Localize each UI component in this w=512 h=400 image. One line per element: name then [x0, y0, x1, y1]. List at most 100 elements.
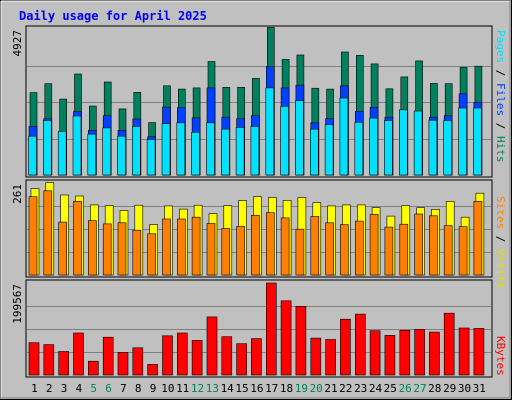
x-axis-label-day-17: 17 — [265, 382, 278, 395]
kbytes-bar-day-15 — [236, 343, 247, 376]
sites-bar-day-1 — [28, 196, 38, 276]
pages-bar-day-13 — [206, 122, 215, 176]
visits-panel-legend: Sites / Visits — [494, 196, 507, 289]
pages-bar-day-8 — [132, 126, 141, 176]
pages-bar-day-6 — [102, 127, 111, 176]
kbytes-bar-day-22 — [340, 318, 351, 376]
x-axis-label-day-30: 30 — [458, 382, 471, 395]
sites-bar-day-4 — [73, 201, 82, 276]
sites-bar-day-15 — [236, 226, 245, 276]
kbytes-bar-day-27 — [414, 329, 425, 376]
sites-bar-day-16 — [251, 215, 260, 276]
x-axis-label-day-10: 10 — [161, 382, 174, 395]
pages-bar-day-21 — [324, 124, 334, 176]
sites-bar-day-19 — [295, 228, 305, 276]
sites-bar-day-25 — [384, 226, 394, 276]
x-axis-label-day-3: 3 — [61, 382, 68, 395]
x-axis-label-day-12: 12 — [191, 382, 204, 395]
pages-bar-day-2 — [42, 120, 52, 176]
pages-bar-day-24 — [369, 117, 378, 176]
x-axis-label-day-20: 20 — [310, 382, 323, 395]
x-axis-label-day-11: 11 — [176, 382, 189, 395]
kbytes-bar-day-26 — [399, 329, 411, 376]
pages-bar-day-19 — [295, 100, 304, 176]
pages-bar-day-14 — [221, 128, 230, 176]
legend-kbytes: KBytes — [494, 336, 507, 376]
x-axis-label-day-16: 16 — [250, 382, 263, 395]
legend-files: Files — [494, 83, 507, 116]
x-axis-label-day-28: 28 — [428, 382, 441, 395]
kbytes-bar-day-18 — [280, 300, 292, 376]
x-axis-label-day-2: 2 — [46, 382, 53, 395]
x-axis-day-labels: 1 2 3 4 5 6 7 8 9 10 11 12 13 14 15 16 17 18 19 20 21 22 23 24 2… — [31, 382, 486, 395]
sites-bar-day-8 — [132, 229, 142, 276]
sites-bar-day-11 — [177, 218, 186, 276]
kbytes-bar-day-20 — [310, 337, 322, 376]
pages-bar-day-30 — [458, 107, 467, 176]
chart-title: Daily usage for April 2025 — [19, 9, 207, 23]
sites-bar-day-10 — [162, 218, 171, 276]
pages-bar-day-5 — [87, 133, 97, 176]
kbytes-bar-day-30 — [458, 327, 470, 376]
sites-bar-day-17 — [265, 212, 275, 276]
legend-sites: Sites — [494, 196, 507, 229]
sites-bar-day-24 — [369, 214, 379, 276]
x-axis-label-day-23: 23 — [354, 382, 367, 395]
kbytes-bar-day-4 — [73, 332, 84, 376]
pages-bar-day-17 — [265, 87, 275, 176]
pages-bar-day-10 — [161, 123, 171, 176]
sites-bar-day-3 — [58, 221, 68, 276]
kbytes-bar-day-14 — [221, 336, 233, 376]
visits-axis-max-label: 261 — [11, 184, 24, 204]
sites-bar-day-23 — [354, 220, 364, 276]
sites-bar-day-2 — [43, 190, 53, 276]
x-axis-label-day-14: 14 — [221, 382, 235, 395]
pages-bar-day-25 — [384, 120, 393, 176]
pages-bar-day-28 — [428, 119, 438, 176]
sites-bar-day-9 — [147, 233, 156, 276]
sites-bar-day-20 — [310, 216, 320, 276]
x-axis-label-day-19: 19 — [295, 382, 308, 395]
x-axis-label-day-4: 4 — [76, 382, 83, 395]
pages-bar-day-9 — [146, 139, 156, 176]
kbytes-bar-day-6 — [102, 336, 114, 376]
kbytes-bar-day-19 — [295, 305, 307, 376]
kbytes-bar-day-8 — [132, 347, 144, 376]
sites-bar-day-18 — [280, 217, 290, 276]
pages-bar-day-15 — [235, 127, 245, 176]
legend-sep-2: / — [494, 116, 507, 136]
x-axis-label-day-5: 5 — [90, 382, 97, 395]
legend-sep-1: / — [494, 63, 507, 83]
legend-hits: Hits — [494, 136, 507, 163]
x-axis-label-day-13: 13 — [206, 382, 219, 395]
kbytes-bar-day-3 — [58, 351, 70, 376]
pages-bar-day-20 — [309, 128, 319, 176]
kbytes-bar-day-13 — [206, 316, 218, 376]
pages-bar-day-11 — [176, 122, 186, 176]
legend-visits: Visits — [494, 249, 507, 289]
kbytes-bar-day-5 — [88, 360, 99, 376]
kbytes-bar-day-23 — [354, 313, 366, 376]
pages-bar-day-3 — [57, 131, 67, 176]
x-axis-label-day-1: 1 — [31, 382, 38, 395]
kbytes-bar-day-28 — [429, 331, 440, 376]
legend-pages: Pages — [494, 30, 507, 63]
x-axis-label-day-27: 27 — [413, 382, 426, 395]
x-axis-label-day-9: 9 — [150, 382, 157, 395]
kbytes-bar-day-31 — [473, 328, 485, 376]
pages-bar-day-26 — [398, 109, 408, 176]
sites-bar-day-6 — [102, 223, 112, 276]
kbytes-bar-day-9 — [147, 364, 158, 376]
x-axis-label-day-25: 25 — [384, 382, 397, 395]
sites-bar-day-22 — [340, 224, 349, 276]
x-axis-label-day-21: 21 — [324, 382, 337, 395]
sites-bar-day-31 — [473, 201, 483, 276]
x-axis-label-day-29: 29 — [443, 382, 456, 395]
x-axis-label-day-6: 6 — [105, 382, 112, 395]
kbytes-bar-day-1 — [28, 342, 40, 376]
kbytes-bar-day-7 — [117, 352, 129, 376]
kbytes-bar-day-11 — [177, 332, 188, 376]
sites-bar-day-27 — [414, 213, 423, 276]
